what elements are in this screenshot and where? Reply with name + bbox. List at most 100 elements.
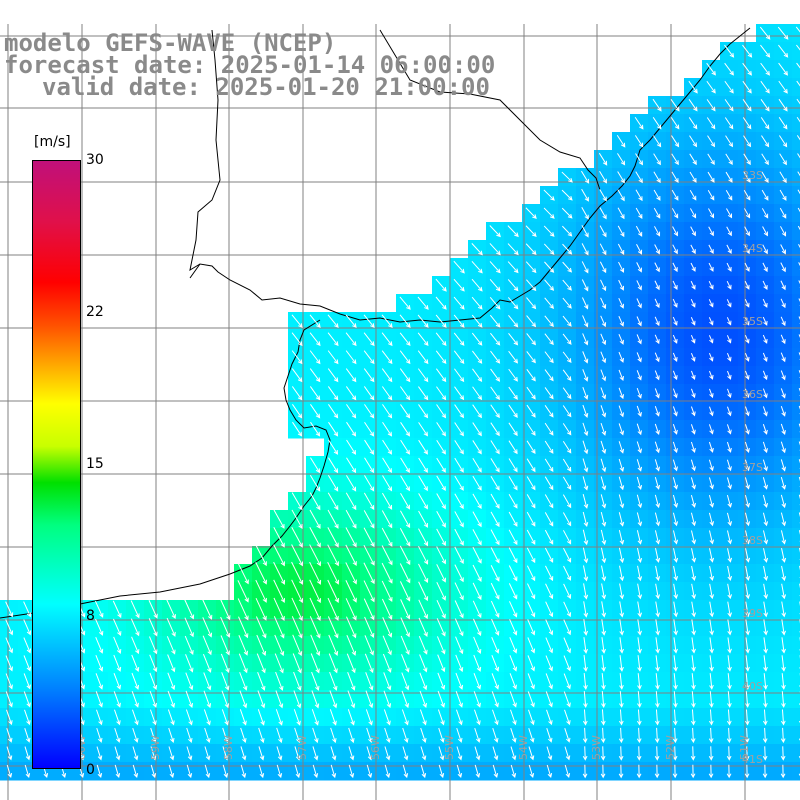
wind-arrow	[780, 244, 786, 255]
wind-arrow	[417, 332, 429, 347]
wind-arrow	[329, 690, 338, 709]
wind-arrow	[618, 764, 624, 779]
wind-arrow	[309, 314, 321, 329]
wind-arrow	[238, 653, 248, 674]
wind-arrow	[636, 387, 642, 399]
wind-arrow	[599, 207, 607, 220]
wind-arrow	[221, 672, 230, 691]
wind-arrow	[636, 494, 643, 509]
wind-arrow	[472, 368, 483, 382]
wind-arrow	[221, 690, 230, 709]
wind-arrow	[688, 99, 698, 112]
wind-arrow	[563, 691, 571, 708]
wind-arrow	[364, 421, 375, 437]
wind-arrow	[672, 459, 678, 472]
wind-arrow	[762, 746, 768, 761]
wind-arrow	[707, 153, 715, 166]
wind-arrow	[763, 548, 769, 563]
wind-arrow	[222, 746, 229, 761]
longitude-label: 54W	[517, 735, 530, 760]
wind-arrow	[472, 404, 482, 419]
wind-arrow	[113, 636, 122, 654]
wind-arrow	[636, 459, 643, 472]
wind-cell	[792, 690, 800, 709]
wind-arrow	[763, 619, 768, 636]
wind-arrow	[132, 727, 139, 743]
wind-arrow	[671, 189, 679, 201]
wind-arrow	[436, 618, 446, 637]
wind-arrow	[726, 262, 732, 272]
wind-arrow	[96, 746, 103, 761]
wind-arrow	[796, 135, 800, 141]
wind-arrow	[509, 601, 518, 618]
wind-arrow	[509, 619, 518, 636]
wind-arrow	[436, 475, 446, 492]
colorbar-unit: [m/s]	[34, 134, 71, 150]
wind-arrow	[672, 262, 678, 273]
wind-arrow	[437, 672, 446, 691]
wind-arrow	[382, 439, 392, 455]
wind-arrow	[294, 764, 301, 779]
wind-arrow	[525, 243, 537, 256]
wind-arrow	[690, 335, 696, 344]
wind-arrow	[690, 727, 696, 744]
latitude-label: 33S	[742, 169, 763, 182]
wind-arrow	[762, 512, 769, 527]
wind-arrow	[383, 672, 392, 691]
wind-arrow	[779, 207, 787, 219]
wind-arrow	[23, 601, 32, 618]
wind-arrow	[797, 225, 800, 231]
wind-arrow	[490, 565, 500, 582]
wind-arrow	[636, 423, 642, 436]
wind-arrow	[492, 746, 499, 761]
wind-arrow	[763, 691, 768, 708]
wind-arrow	[744, 764, 750, 779]
wind-arrow	[709, 637, 714, 654]
wind-arrow	[727, 530, 733, 545]
wind-arrow	[726, 727, 732, 744]
wind-arrow	[618, 315, 624, 327]
wind-arrow	[291, 597, 303, 622]
wind-arrow	[708, 494, 715, 508]
wind-arrow	[618, 297, 624, 309]
wind-arrow	[507, 279, 519, 292]
wind-arrow	[507, 243, 519, 256]
wind-arrow	[292, 634, 303, 657]
wind-arrow	[655, 565, 661, 582]
wind-arrow	[402, 764, 409, 779]
wind-arrow	[726, 299, 732, 308]
wind-arrow	[780, 530, 787, 545]
wind-arrow	[381, 350, 393, 365]
latitude-label: 36S	[742, 388, 763, 401]
wind-arrow	[673, 673, 678, 690]
wind-arrow	[381, 580, 393, 602]
wind-arrow	[95, 618, 104, 636]
wind-arrow	[781, 548, 787, 563]
map-title-forecast-date: forecast date: 2025-01-14 06:00:00	[4, 51, 496, 79]
wind-arrow	[113, 673, 122, 690]
wind-arrow	[294, 727, 301, 744]
wind-cell	[792, 636, 800, 655]
wind-arrow	[762, 441, 768, 454]
wind-arrow	[599, 171, 608, 184]
wind-arrow	[635, 189, 643, 202]
wind-arrow	[655, 619, 660, 636]
wind-arrow	[544, 405, 554, 418]
wind-arrow	[562, 494, 572, 509]
wind-arrow	[401, 672, 410, 691]
wind-arrow	[6, 728, 13, 743]
wind-arrow	[636, 298, 642, 309]
wind-arrow	[780, 727, 786, 744]
wind-arrow	[309, 579, 322, 604]
wind-arrow	[526, 422, 536, 436]
wind-arrow	[202, 617, 213, 638]
wind-arrow	[545, 673, 553, 690]
wind-arrow	[637, 601, 643, 618]
wind-arrow	[276, 746, 283, 761]
wind-arrow	[276, 727, 283, 744]
wind-arrow	[691, 637, 696, 654]
wind-arrow	[708, 226, 714, 237]
wind-arrow	[508, 529, 518, 546]
wind-arrow	[291, 314, 303, 329]
wind-arrow	[327, 386, 339, 401]
